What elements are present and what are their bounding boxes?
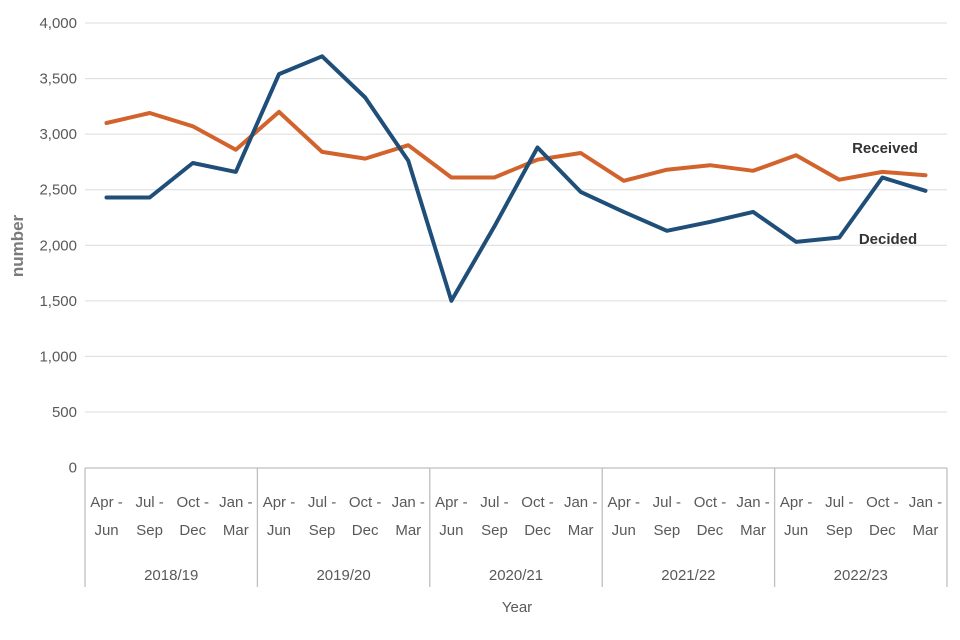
y-axis-tick-label: 0 [69, 460, 77, 477]
y-axis-title: number [8, 214, 27, 277]
year-group-label: 2022/23 [834, 567, 888, 584]
quarter-tick-label-line2: Mar [568, 522, 594, 539]
y-axis-tick-label: 1,500 [39, 293, 77, 310]
received-series-label: Received [852, 140, 918, 157]
quarter-tick-label-line1: Jul - [653, 494, 681, 511]
quarter-tick-label-line2: Mar [395, 522, 421, 539]
x-axis-tick-labels-group: Apr - Jun Jul - Sep Oct - Dec Jan - Mar 2018/19 A… [90, 494, 942, 584]
y-axis-tick-label: 500 [52, 404, 77, 421]
year-group-label: 2020/21 [489, 567, 543, 584]
quarter-tick-label-line2: Sep [309, 522, 336, 539]
series-lines-group [104, 54, 928, 303]
quarter-tick-label-line2: Jun [267, 522, 291, 539]
quarter-tick-label-line1: Jan - [909, 494, 942, 511]
quarter-tick-label-line1: Jan - [736, 494, 769, 511]
quarter-tick-label-line1: Jul - [308, 494, 336, 511]
quarter-tick-label-line1: Apr - [607, 494, 640, 511]
y-axis-tick-label: 1,000 [39, 348, 77, 365]
quarter-tick-label-line1: Jul - [825, 494, 853, 511]
quarter-tick-label-line2: Mar [223, 522, 249, 539]
y-axis-tick-label: 2,000 [39, 237, 77, 254]
year-group-label: 2019/20 [316, 567, 370, 584]
quarter-tick-label-line2: Jun [439, 522, 463, 539]
y-axis-tick-label: 2,500 [39, 182, 77, 199]
decided-series-label: Decided [859, 231, 917, 248]
quarter-tick-label-line1: Apr - [780, 494, 813, 511]
quarter-tick-label-line1: Apr - [90, 494, 123, 511]
quarter-tick-label-line2: Mar [740, 522, 766, 539]
gridlines-group [85, 22, 947, 413]
y-axis-tick-labels-group: 0 500 1,000 1,500 2,000 2,500 3,000 3,500 4,000 [39, 15, 77, 477]
quarter-tick-label-line2: Dec [869, 522, 896, 539]
quarter-tick-label-line1: Oct - [521, 494, 554, 511]
y-axis-tick-label: 3,000 [39, 126, 77, 143]
quarter-tick-label-line2: Mar [913, 522, 939, 539]
quarter-tick-label-line1: Oct - [349, 494, 382, 511]
quarter-tick-label-line2: Jun [612, 522, 636, 539]
received-line [104, 109, 928, 183]
axes-group [84, 467, 948, 587]
quarter-tick-label-line1: Apr - [435, 494, 468, 511]
quarter-tick-label-line1: Jul - [135, 494, 163, 511]
quarter-tick-label-line2: Sep [481, 522, 508, 539]
y-axis-tick-label: 3,500 [39, 71, 77, 88]
x-axis-title: Year [502, 599, 532, 616]
quarter-tick-label-line1: Jan - [392, 494, 425, 511]
quarter-tick-label-line2: Dec [352, 522, 379, 539]
quarter-tick-label-line1: Oct - [694, 494, 727, 511]
quarter-tick-label-line2: Jun [784, 522, 808, 539]
decided-line [104, 54, 928, 303]
quarter-tick-label-line2: Sep [136, 522, 163, 539]
quarter-tick-label-line1: Apr - [263, 494, 296, 511]
quarter-tick-label-line2: Sep [653, 522, 680, 539]
quarter-tick-label-line2: Jun [94, 522, 118, 539]
quarter-tick-label-line2: Dec [697, 522, 724, 539]
quarter-tick-label-line2: Dec [524, 522, 551, 539]
y-axis-tick-label: 4,000 [39, 15, 77, 32]
year-group-label: 2021/22 [661, 567, 715, 584]
quarter-tick-label-line1: Oct - [177, 494, 210, 511]
quarter-tick-label-line1: Oct - [866, 494, 899, 511]
quarter-tick-label-line2: Dec [179, 522, 206, 539]
year-group-label: 2018/19 [144, 567, 198, 584]
quarter-tick-label-line1: Jul - [480, 494, 508, 511]
quarter-tick-label-line1: Jan - [564, 494, 597, 511]
quarter-tick-label-line2: Sep [826, 522, 853, 539]
quarter-tick-label-line1: Jan - [219, 494, 252, 511]
